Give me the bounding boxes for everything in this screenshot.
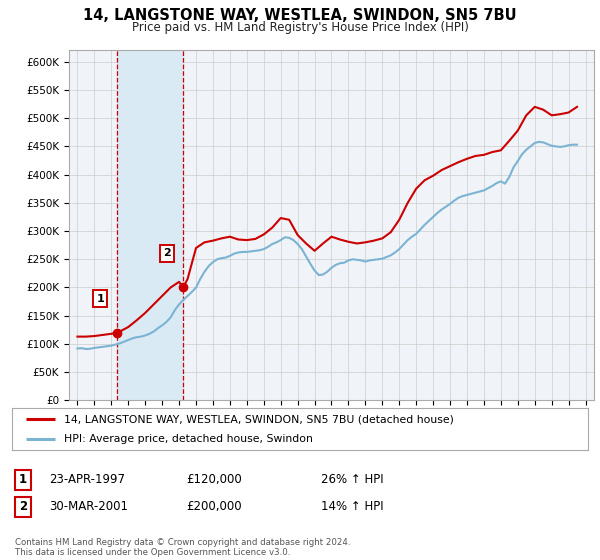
Text: HPI: Average price, detached house, Swindon: HPI: Average price, detached house, Swin… — [64, 434, 313, 444]
Bar — [116, 50, 183, 400]
Text: 2: 2 — [19, 500, 27, 514]
Text: 14, LANGSTONE WAY, WESTLEA, SWINDON, SN5 7BU (detached house): 14, LANGSTONE WAY, WESTLEA, SWINDON, SN5… — [64, 414, 454, 424]
Text: 2: 2 — [163, 249, 170, 259]
Text: 30-MAR-2001: 30-MAR-2001 — [49, 500, 128, 514]
Text: £120,000: £120,000 — [186, 473, 242, 487]
Text: 23-APR-1997: 23-APR-1997 — [49, 473, 125, 487]
Text: 1: 1 — [19, 473, 27, 487]
Text: Price paid vs. HM Land Registry's House Price Index (HPI): Price paid vs. HM Land Registry's House … — [131, 21, 469, 34]
Text: £200,000: £200,000 — [186, 500, 242, 514]
Text: 14, LANGSTONE WAY, WESTLEA, SWINDON, SN5 7BU: 14, LANGSTONE WAY, WESTLEA, SWINDON, SN5… — [83, 8, 517, 24]
Text: 14% ↑ HPI: 14% ↑ HPI — [321, 500, 383, 514]
Text: Contains HM Land Registry data © Crown copyright and database right 2024.
This d: Contains HM Land Registry data © Crown c… — [15, 538, 350, 557]
Text: 26% ↑ HPI: 26% ↑ HPI — [321, 473, 383, 487]
Text: 1: 1 — [96, 293, 104, 304]
